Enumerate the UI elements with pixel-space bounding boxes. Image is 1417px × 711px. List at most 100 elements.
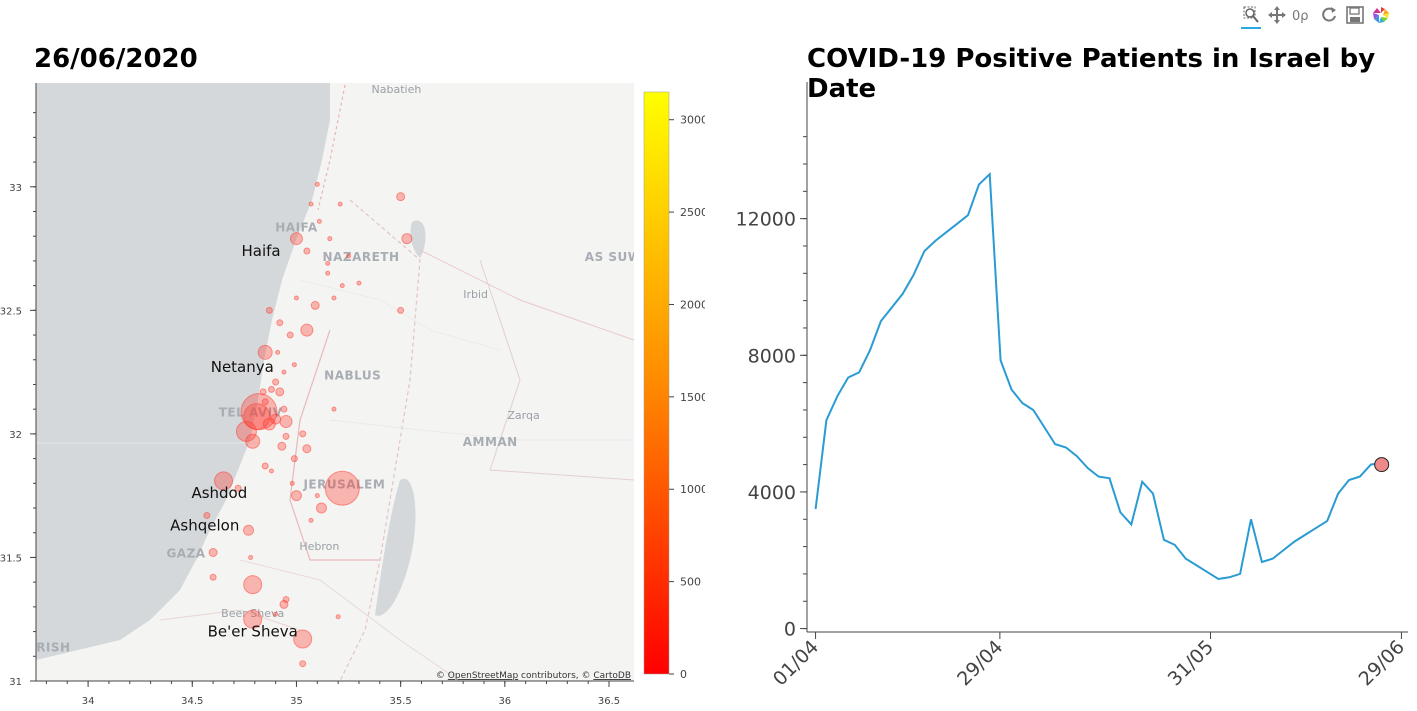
map-point[interactable] [261, 398, 269, 406]
map-point[interactable] [281, 369, 287, 375]
highlight-point[interactable] [1374, 457, 1390, 473]
map-plot[interactable]: Nabatieh HAIFA NAZARETH AS SUW Irbid NABLUS TE… [0, 0, 705, 711]
series-point[interactable] [977, 182, 981, 186]
series-point[interactable] [1118, 510, 1122, 514]
series-point[interactable] [1075, 454, 1079, 458]
save-icon[interactable] [1342, 3, 1368, 27]
map-point[interactable] [299, 430, 307, 438]
series-point[interactable] [835, 394, 839, 398]
map-point[interactable] [279, 415, 293, 429]
map-point[interactable] [261, 462, 269, 470]
series-point[interactable] [1031, 408, 1035, 412]
series-point[interactable] [1347, 478, 1351, 482]
map-point[interactable] [276, 319, 284, 327]
series-point[interactable] [1108, 476, 1112, 480]
series-point[interactable] [1238, 572, 1242, 576]
map-point[interactable] [273, 611, 279, 617]
series-point[interactable] [1303, 533, 1307, 537]
map-point[interactable] [282, 432, 290, 440]
series-point[interactable] [868, 348, 872, 352]
series-point[interactable] [1010, 387, 1014, 391]
map-point[interactable] [325, 270, 331, 276]
series-point[interactable] [1282, 548, 1286, 552]
map-point[interactable] [259, 388, 267, 396]
series-point[interactable] [912, 273, 916, 277]
series-point[interactable] [1097, 475, 1101, 479]
map-point[interactable] [293, 629, 313, 649]
series-point[interactable] [857, 370, 861, 374]
map-point[interactable] [308, 517, 314, 523]
series-point[interactable] [1140, 480, 1144, 484]
map-point[interactable] [243, 609, 263, 629]
map-point[interactable] [324, 470, 360, 506]
map-point[interactable] [234, 484, 242, 492]
series-point[interactable] [879, 319, 883, 323]
map-point[interactable] [293, 295, 299, 301]
hover-icon[interactable]: 0ρ [1290, 3, 1316, 27]
series-point[interactable] [933, 239, 937, 243]
map-point[interactable] [214, 471, 234, 491]
pan-icon[interactable] [1264, 3, 1290, 27]
series-point[interactable] [1358, 475, 1362, 479]
map-point[interactable] [339, 283, 345, 289]
map-point[interactable] [272, 378, 280, 386]
series-point[interactable] [1325, 519, 1329, 523]
map-point[interactable] [302, 444, 312, 454]
series-point[interactable] [922, 249, 926, 253]
map-point[interactable] [290, 455, 298, 463]
series-point[interactable] [901, 292, 905, 296]
map-point[interactable] [310, 300, 320, 310]
series-point[interactable] [1162, 538, 1166, 542]
series-point[interactable] [1086, 466, 1090, 470]
map-point[interactable] [277, 441, 287, 451]
map-point[interactable] [314, 493, 320, 499]
series-point[interactable] [1020, 401, 1024, 405]
map-point[interactable] [315, 502, 327, 514]
series-point[interactable] [1205, 570, 1209, 574]
map-point[interactable] [208, 548, 218, 558]
series-point[interactable] [1336, 492, 1340, 496]
map-point[interactable] [300, 323, 314, 337]
box-zoom-icon[interactable] [1238, 3, 1264, 29]
map-point[interactable] [268, 468, 274, 474]
series-point[interactable] [1042, 425, 1046, 429]
map-point[interactable] [270, 413, 282, 425]
series-point[interactable] [824, 418, 828, 422]
map-point[interactable] [235, 420, 257, 442]
map-point[interactable] [280, 405, 288, 413]
series-point[interactable] [988, 172, 992, 176]
series-point[interactable] [1151, 492, 1155, 496]
series-point[interactable] [1053, 442, 1057, 446]
map-point[interactable] [203, 511, 211, 519]
map-point[interactable] [356, 280, 362, 286]
map-point[interactable] [209, 573, 217, 581]
map-point[interactable] [335, 614, 341, 620]
series-point[interactable] [1293, 539, 1297, 543]
series-point[interactable] [814, 507, 818, 511]
series-point[interactable] [955, 222, 959, 226]
series-point[interactable] [1271, 557, 1275, 561]
map-point[interactable] [303, 247, 311, 255]
map-point[interactable] [291, 362, 297, 368]
map-point[interactable] [289, 232, 303, 246]
series-point[interactable] [1249, 517, 1253, 521]
reset-icon[interactable] [1316, 3, 1342, 27]
map-point[interactable] [401, 233, 413, 245]
map-point[interactable] [289, 480, 295, 486]
series-point[interactable] [846, 375, 850, 379]
map-point[interactable] [337, 201, 343, 207]
series-point[interactable] [944, 230, 948, 234]
map-point[interactable] [267, 385, 275, 393]
map-point[interactable] [275, 387, 285, 397]
series-point[interactable] [1129, 522, 1133, 526]
map-point[interactable] [325, 260, 331, 266]
map-point[interactable] [248, 554, 254, 560]
map-point[interactable] [299, 660, 307, 668]
map-point[interactable] [257, 344, 273, 360]
series-point[interactable] [890, 305, 894, 309]
line-chart[interactable]: 0 4000 8000 12000 01/04 29/04 31/05 29/06 [705, 0, 1417, 711]
map-point[interactable] [327, 236, 333, 242]
map-point[interactable] [286, 331, 294, 339]
series-point[interactable] [966, 213, 970, 217]
map-point[interactable] [265, 306, 273, 314]
